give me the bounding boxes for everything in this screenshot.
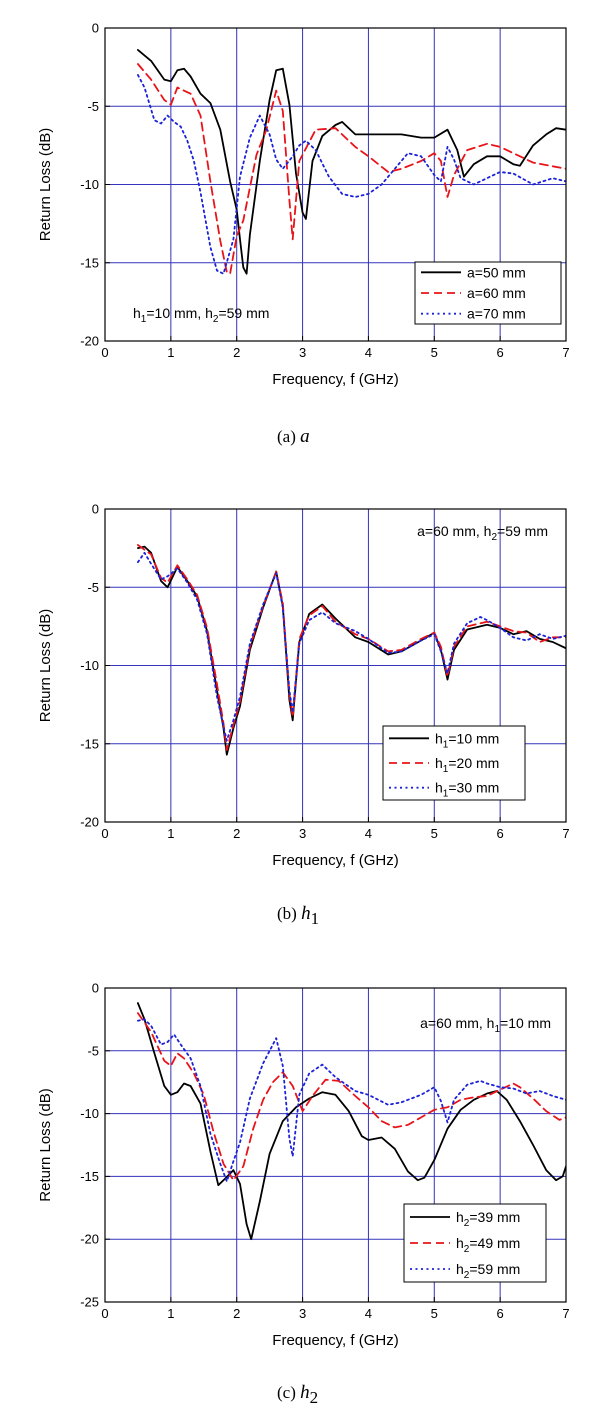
chart-panel-1: 0 1 2 3 4 5 6 7 0 -5 -10 -15 -20 Frequency, f (GHz) Re… bbox=[37, 21, 570, 389]
figure-caption: (b) h1 bbox=[277, 903, 319, 928]
legend: a=50 mm a=60 mm a=70 mm bbox=[414, 261, 562, 325]
y-axis-label: Return Loss (dB) bbox=[37, 128, 54, 241]
x-tick-label: 5 bbox=[431, 1306, 438, 1321]
legend-entry: h2=49 mm bbox=[456, 1235, 520, 1255]
x-tick-label: 2 bbox=[233, 1306, 240, 1321]
y-tick-label: -5 bbox=[87, 1043, 99, 1058]
y-axis-label: Return Loss (dB) bbox=[37, 1088, 54, 1201]
x-tick-label: 5 bbox=[431, 826, 438, 841]
legend: h1=10 mm h1=20 mm h1=30 mm bbox=[382, 725, 526, 801]
x-tick-label: 7 bbox=[562, 1306, 569, 1321]
y-tick-label: -25 bbox=[80, 1295, 99, 1310]
x-tick-label: 0 bbox=[101, 1306, 108, 1321]
y-tick-label: -15 bbox=[80, 736, 99, 751]
series-line-3 bbox=[136, 74, 566, 275]
y-tick-label: -5 bbox=[87, 580, 99, 595]
x-tick-label: 2 bbox=[233, 345, 240, 360]
x-tick-label: 4 bbox=[365, 345, 372, 360]
y-tick-label: 0 bbox=[92, 981, 99, 996]
legend-entry: a=70 mm bbox=[467, 306, 526, 322]
y-tick-label: -15 bbox=[80, 255, 99, 270]
parameter-annotation: a=60 mm, h2=59 mm bbox=[417, 523, 548, 543]
x-tick-label: 5 bbox=[431, 345, 438, 360]
legend-entry: h1=10 mm bbox=[435, 730, 499, 750]
x-tick-label: 0 bbox=[101, 826, 108, 841]
legend-entry: h1=30 mm bbox=[435, 780, 499, 800]
chart-panel-3: 0 1 2 3 4 5 6 7 0 -5 -10 -15 -20 -25 Frequency, f (GHz… bbox=[37, 981, 570, 1350]
legend-entry: h2=39 mm bbox=[456, 1209, 520, 1229]
y-tick-label: -20 bbox=[80, 815, 99, 830]
series-line-2 bbox=[136, 63, 566, 275]
y-axis-label: Return Loss (dB) bbox=[37, 609, 54, 722]
figure-caption: (c) h2 bbox=[277, 1382, 318, 1407]
legend-entry: h2=59 mm bbox=[456, 1261, 520, 1281]
legend-entry: h1=20 mm bbox=[435, 755, 499, 775]
x-tick-label: 0 bbox=[101, 345, 108, 360]
x-tick-label: 3 bbox=[299, 1306, 306, 1321]
plot-frame bbox=[104, 987, 567, 1303]
y-tick-label: -10 bbox=[80, 177, 99, 192]
x-tick-label: 2 bbox=[233, 826, 240, 841]
x-tick-label: 7 bbox=[562, 826, 569, 841]
x-axis-label: Frequency, f (GHz) bbox=[272, 1332, 398, 1349]
x-tick-label: 3 bbox=[299, 826, 306, 841]
x-tick-label: 1 bbox=[167, 345, 174, 360]
parameter-annotation: h1=10 mm, h2=59 mm bbox=[133, 305, 269, 325]
series-line-2 bbox=[136, 544, 566, 751]
x-axis-label: Frequency, f (GHz) bbox=[272, 852, 398, 869]
y-tick-label: -20 bbox=[80, 334, 99, 349]
parameter-annotation: a=60 mm, h1=10 mm bbox=[420, 1015, 551, 1035]
legend-entry: a=50 mm bbox=[467, 264, 526, 280]
x-tick-label: 4 bbox=[365, 1306, 372, 1321]
y-tick-label: -20 bbox=[80, 1232, 99, 1247]
legend-entry: a=60 mm bbox=[467, 285, 526, 301]
x-tick-label: 6 bbox=[497, 345, 504, 360]
x-tick-label: 7 bbox=[562, 345, 569, 360]
x-tick-label: 3 bbox=[299, 345, 306, 360]
series-line-2 bbox=[136, 1012, 566, 1182]
x-tick-label: 6 bbox=[497, 826, 504, 841]
series-line-3 bbox=[136, 551, 566, 742]
figure-caption: (a) a bbox=[277, 426, 310, 447]
x-axis-label: Frequency, f (GHz) bbox=[272, 371, 398, 388]
x-tick-label: 1 bbox=[167, 826, 174, 841]
y-tick-label: 0 bbox=[92, 21, 99, 36]
y-tick-label: -10 bbox=[80, 1106, 99, 1121]
series-line-3 bbox=[136, 1018, 566, 1183]
series-line-1 bbox=[136, 49, 566, 275]
y-tick-label: -10 bbox=[80, 658, 99, 673]
legend: h2=39 mm h2=49 mm h2=59 mm bbox=[403, 1203, 547, 1283]
y-tick-label: -5 bbox=[87, 99, 99, 114]
chart-panel-2: 0 1 2 3 4 5 6 7 0 -5 -10 -15 -20 Frequency, f (GHz) Re… bbox=[37, 502, 570, 870]
x-tick-label: 1 bbox=[167, 1306, 174, 1321]
y-tick-label: -15 bbox=[80, 1169, 99, 1184]
y-tick-label: 0 bbox=[92, 502, 99, 517]
x-tick-label: 4 bbox=[365, 826, 372, 841]
x-tick-label: 6 bbox=[497, 1306, 504, 1321]
series-line-1 bbox=[136, 545, 566, 756]
